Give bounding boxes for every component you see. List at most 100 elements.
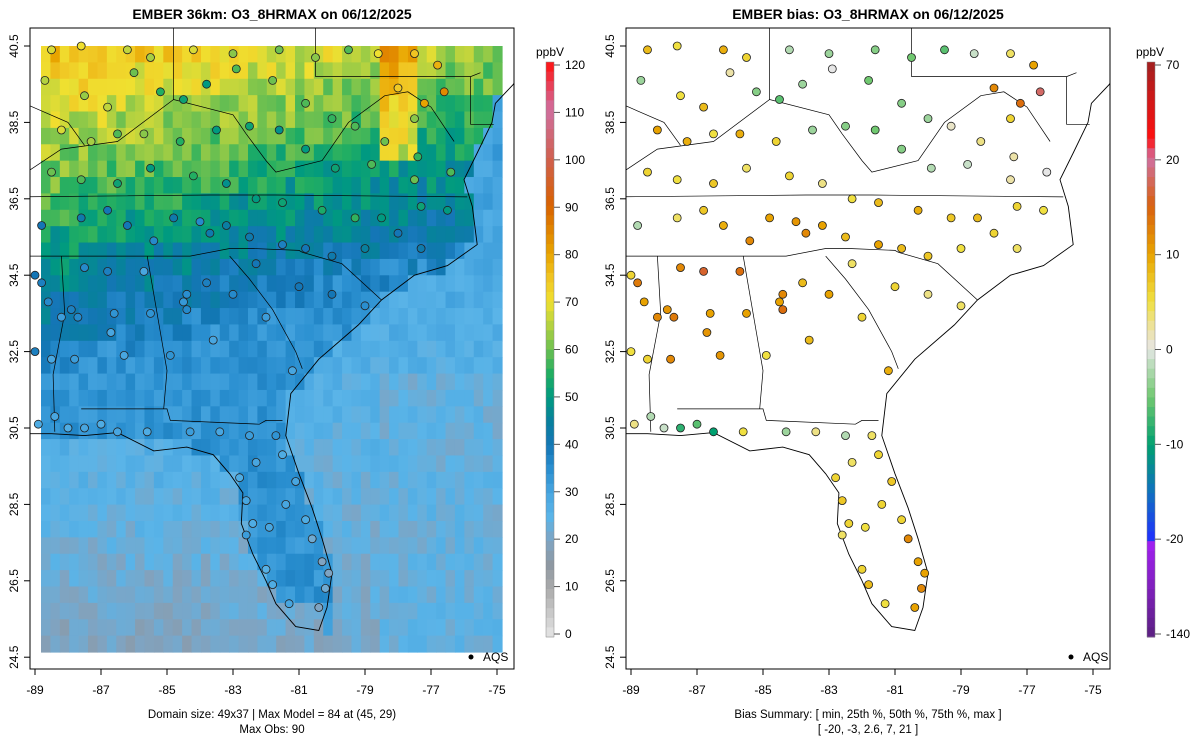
lat-tick-label: 28.5: [7, 492, 21, 516]
grid-cell: [69, 127, 80, 145]
grid-cell: [153, 373, 164, 391]
grid-cell: [370, 619, 381, 637]
grid-cell: [342, 46, 353, 63]
colorbar-segment: [546, 339, 554, 350]
station-marker: [47, 45, 56, 55]
grid-cell: [313, 160, 324, 178]
grid-cell: [219, 291, 230, 309]
grid-cell: [323, 455, 334, 473]
grid-cell: [229, 291, 240, 309]
grid-cell: [370, 389, 381, 407]
grid-cell: [351, 439, 362, 457]
grid-cell: [182, 406, 193, 424]
grid-cell: [370, 602, 381, 620]
grid-cell: [492, 340, 503, 358]
grid-cell: [445, 619, 456, 637]
grid-cell: [417, 357, 428, 375]
grid-cell: [41, 324, 52, 342]
station-marker: [235, 473, 245, 483]
colorbar-segment: [546, 416, 554, 427]
grid-cell: [257, 488, 268, 506]
grid-cell: [370, 62, 381, 80]
state-boundary: [626, 99, 843, 171]
station-marker: [709, 129, 718, 139]
station-marker: [857, 564, 867, 574]
grid-cell: [41, 226, 52, 244]
grid-cell: [125, 602, 136, 620]
grid-cell: [360, 635, 371, 653]
grid-cell: [295, 324, 306, 342]
grid-cell: [342, 455, 353, 473]
grid-cell: [445, 406, 456, 424]
grid-cell: [78, 144, 89, 162]
grid-cell: [360, 570, 371, 588]
station-marker: [57, 312, 66, 322]
grid-cell: [304, 193, 315, 211]
grid-cell: [454, 537, 465, 555]
state-boundary: [677, 408, 879, 425]
grid-cell: [106, 373, 117, 391]
station-marker: [818, 221, 827, 230]
station-marker: [643, 354, 652, 364]
grid-cell: [125, 258, 136, 276]
grid-cell: [153, 193, 164, 211]
station-marker: [264, 522, 274, 532]
grid-cell: [276, 619, 287, 637]
grid-cell: [323, 488, 334, 506]
grid-cell: [78, 586, 89, 604]
grid-cell: [163, 127, 174, 145]
grid-cell: [229, 127, 240, 145]
colorbar-segment: [546, 512, 554, 523]
grid-cell: [266, 455, 277, 473]
grid-cell: [144, 62, 155, 80]
grid-cell: [41, 275, 52, 293]
grid-cell: [247, 111, 258, 129]
station-marker: [745, 236, 755, 246]
grid-cell: [332, 570, 343, 588]
grid-cell: [116, 488, 127, 506]
grid-cell: [389, 340, 400, 358]
grid-cell: [135, 619, 146, 637]
grid-cell: [323, 291, 334, 309]
station-marker: [30, 270, 40, 280]
grid-cell: [304, 602, 315, 620]
grid-cell: [210, 193, 221, 211]
grid-cell: [106, 586, 117, 604]
grid-cell: [351, 537, 362, 555]
grid-cell: [483, 242, 494, 260]
grid-cell: [182, 324, 193, 342]
grid-cell: [483, 160, 494, 178]
station-marker: [884, 366, 893, 376]
grid-cell: [144, 553, 155, 571]
colorbar-segment: [1147, 157, 1155, 168]
grid-cell: [172, 46, 183, 63]
grid-cell: [182, 193, 193, 211]
grid-cell: [97, 193, 108, 211]
grid-cell: [144, 193, 155, 211]
grid-cell: [238, 308, 249, 326]
station-marker: [63, 423, 73, 433]
grid-cell: [370, 209, 381, 227]
grid-cell: [163, 455, 174, 473]
grid-cell: [163, 226, 174, 244]
grid-cell: [163, 537, 174, 555]
grid-cell: [69, 422, 80, 440]
station-marker: [867, 431, 877, 441]
grid-cell: [407, 340, 418, 358]
grid-cell: [454, 389, 465, 407]
grid-cell: [182, 46, 193, 63]
grid-cell: [483, 570, 494, 588]
station-marker: [410, 49, 419, 58]
grid-cell: [332, 62, 343, 80]
grid-cell: [407, 635, 418, 653]
grid-cell: [492, 357, 503, 375]
grid-cell: [426, 488, 437, 506]
grid-cell: [50, 78, 61, 96]
grid-cell: [88, 144, 99, 162]
grid-cell: [454, 553, 465, 571]
grid-cell: [379, 111, 390, 129]
grid-cell: [97, 488, 108, 506]
station-marker: [1006, 114, 1015, 123]
station-marker: [1029, 60, 1038, 70]
